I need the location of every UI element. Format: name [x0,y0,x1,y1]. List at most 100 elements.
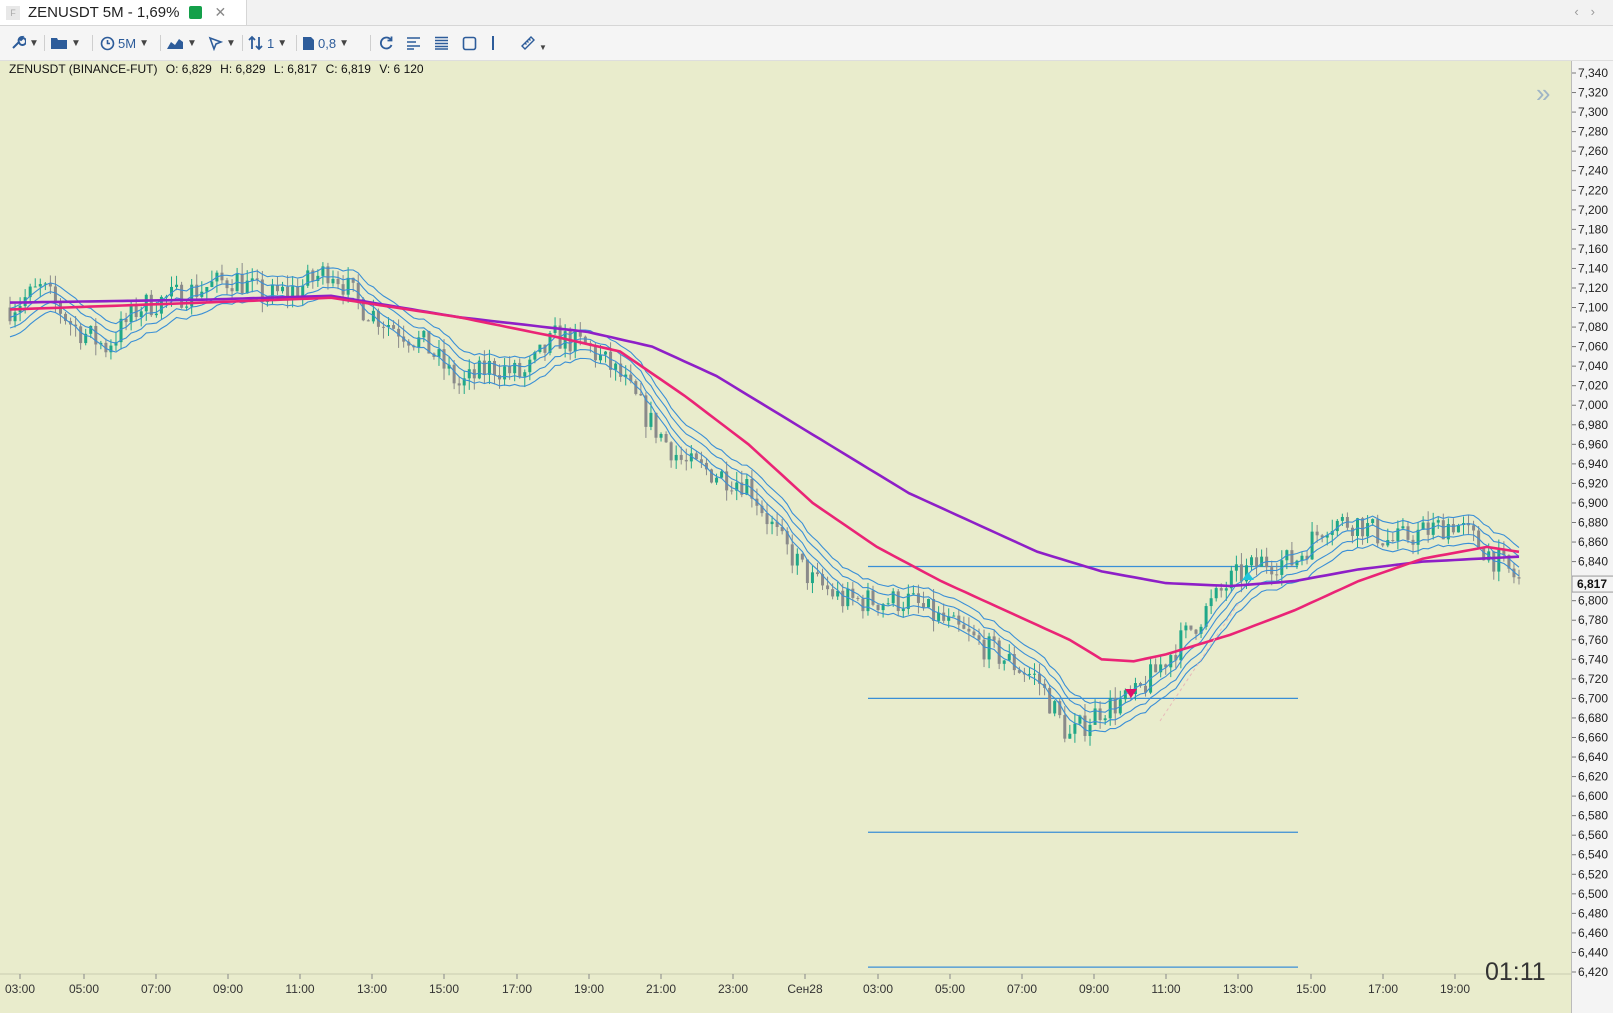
candle-body [1260,557,1263,567]
candle-body [1366,523,1369,536]
candle-body [1028,674,1031,675]
tab-nav-arrows[interactable]: ‹› [1574,4,1607,19]
candle-body [1361,518,1364,536]
price-tick-label: 6,640 [1578,750,1608,764]
price-tick-label: 6,520 [1578,867,1608,881]
candle-body [140,311,143,317]
candle-body [1250,557,1253,565]
price-tick-label: 6,740 [1578,652,1608,666]
candle-body [493,361,496,375]
candle-body [977,635,980,639]
candle-body [856,598,859,599]
price-tick-label: 7,000 [1578,398,1608,412]
candle-body [912,593,915,594]
info-volume: V: 6 120 [379,62,423,76]
price-tick-label: 6,760 [1578,633,1608,647]
price-tick-label: 7,340 [1578,66,1608,80]
candle-body [220,273,223,281]
align-icon [406,36,421,50]
chart-area[interactable]: 03:0005:0007:0009:0011:0013:0015:0017:00… [0,61,1571,1013]
rectangle-button[interactable] [462,26,477,60]
candle-body [680,455,683,460]
candle-body [1225,588,1228,590]
expand-panel-icon[interactable]: » [1536,78,1550,109]
cursor-dropdown[interactable]: ▼ [208,26,236,60]
candle-body [1275,574,1278,575]
chart-type-dropdown[interactable]: ▼ [166,26,197,60]
page-scale-dropdown[interactable]: 0,8▼ [302,26,349,60]
chart-type-icon [166,36,184,50]
separator [370,35,371,51]
candle-body [1033,674,1036,675]
candle-body [1053,701,1056,713]
time-tick-label: 03:00 [863,982,893,996]
candle-body [952,616,955,617]
ribbon-ma-line [10,287,1519,723]
vertical-line-button[interactable] [490,26,496,60]
chart-tab[interactable]: F ZENUSDT 5M - 1,69% ✕ [0,0,247,25]
timeframe-dropdown[interactable]: 5M▼ [100,26,149,60]
candle-body [1003,660,1006,663]
measure-dropdown[interactable]: ▼ [520,26,547,60]
separator [44,35,45,51]
candle-body [301,286,304,297]
price-tick-label: 7,300 [1578,105,1608,119]
candle-body [1073,724,1076,734]
price-tick-label: 7,060 [1578,340,1608,354]
candle-body [210,281,213,287]
candle-body [649,413,652,427]
candle-body [1371,519,1374,523]
scale-dropdown[interactable]: 1▼ [248,26,287,60]
candle-body [1381,543,1384,545]
price-tick-label: 7,140 [1578,261,1608,275]
candle-body [942,613,945,621]
time-tick-label: 15:00 [429,982,459,996]
candle-body [79,326,82,343]
align-button[interactable] [406,26,421,60]
candle-body [296,286,299,296]
ribbon-ma-line [10,277,1519,713]
refresh-button[interactable] [378,26,394,60]
candle-body [730,490,733,491]
timeframe-label: 5M [118,36,136,51]
candle-body [1442,520,1445,539]
candle-body [1341,517,1344,521]
separator [160,35,161,51]
candle-body [851,589,854,598]
price-tick-label: 6,560 [1578,828,1608,842]
candle-body [1215,588,1218,598]
separator [242,35,243,51]
list-button[interactable] [434,26,449,60]
candle-body [1386,540,1389,545]
candle-body [1472,525,1475,530]
candle-body [1184,626,1187,631]
candle-body [720,471,723,477]
price-chart[interactable]: 03:0005:0007:0009:0011:0013:0015:0017:00… [0,61,1571,1013]
toolbar: ▼ ▼ 5M▼ ▼ ▼ 1▼ 0,8▼ ▼ [0,26,1613,61]
time-tick-label: 13:00 [1223,982,1253,996]
price-tick-label: 6,800 [1578,594,1608,608]
open-dropdown[interactable]: ▼ [50,26,81,60]
candle-body [175,285,178,287]
time-tick-label: 21:00 [646,982,676,996]
candle-body [468,369,471,378]
price-tick-label: 6,600 [1578,789,1608,803]
candle-body [286,287,289,297]
close-icon[interactable]: ✕ [214,4,226,21]
candle-body [458,383,461,385]
price-tick-label: 6,620 [1578,770,1608,784]
price-tick-label: 6,900 [1578,496,1608,510]
price-axis[interactable]: 7,3407,3207,3007,2807,2607,2407,2207,200… [1571,61,1613,1013]
candle-body [1406,526,1409,540]
candle-body [831,589,834,596]
candle-body [39,284,42,286]
clock-icon [100,36,115,51]
ribbon-ma-line [10,268,1519,704]
list-icon [434,36,449,50]
candle-body [1068,734,1071,739]
price-tick-label: 7,120 [1578,281,1608,295]
settings-dropdown[interactable]: ▼ [10,26,39,60]
price-tick-label: 6,420 [1578,965,1608,979]
candle-body [231,288,234,291]
candle-body [877,605,880,610]
